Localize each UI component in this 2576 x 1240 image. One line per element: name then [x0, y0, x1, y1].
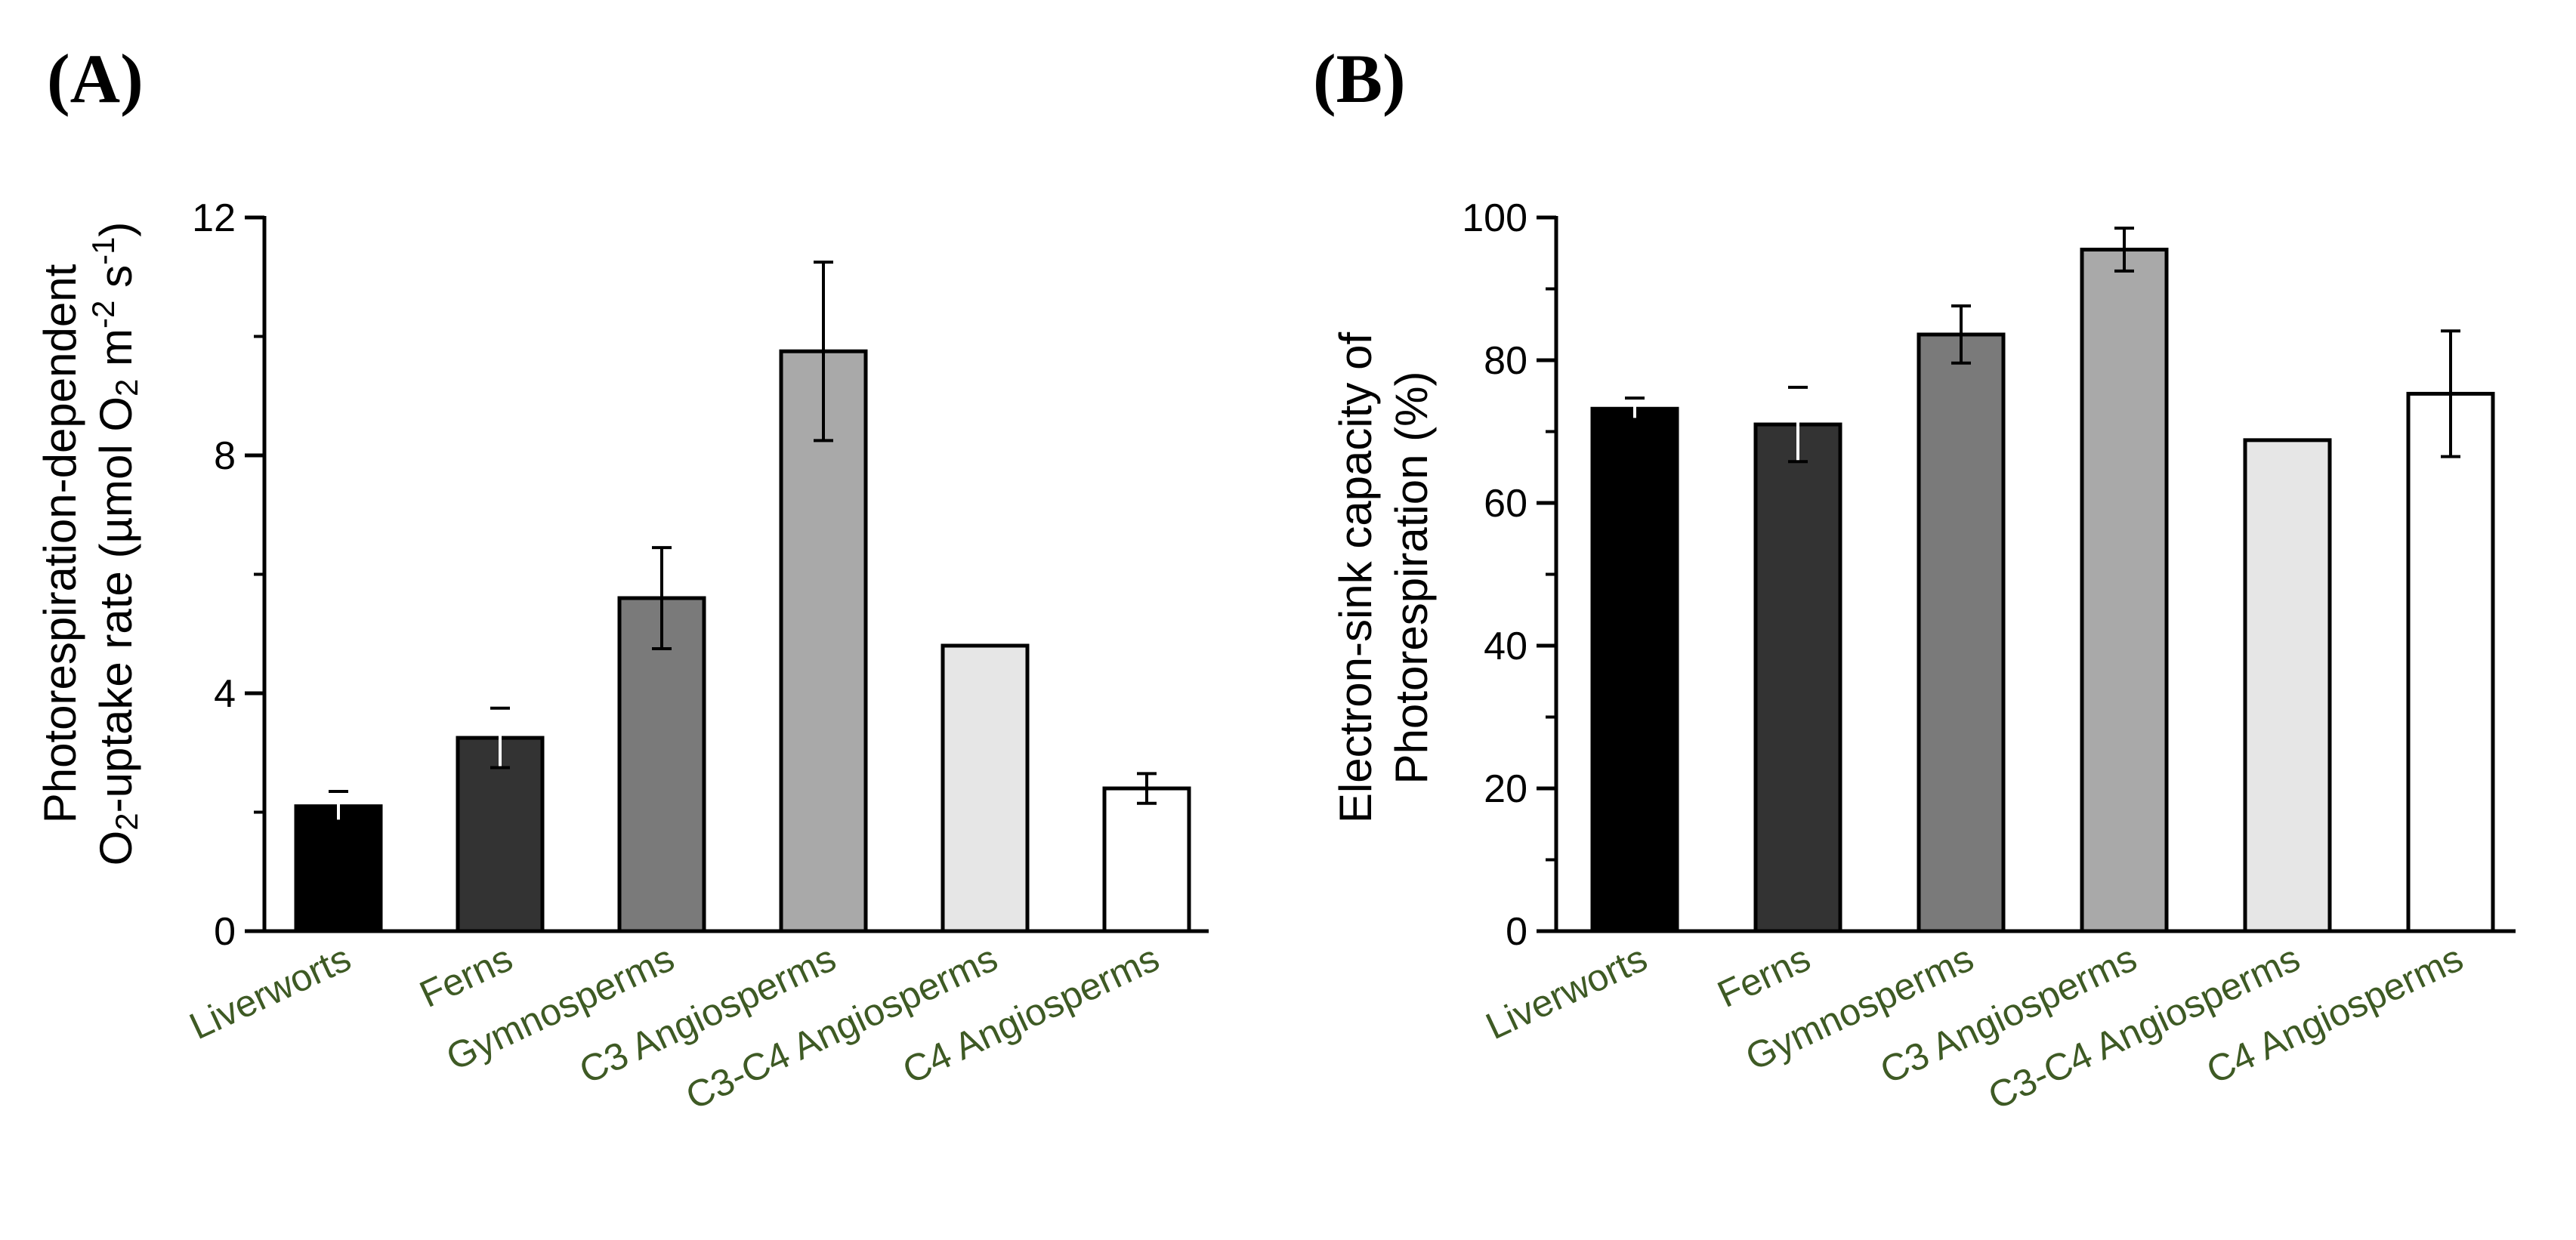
panel-a-ytick-label: 0 — [214, 910, 236, 954]
panel-b-bar — [2080, 248, 2169, 933]
panel-a-category-label: Liverworts — [183, 936, 357, 1047]
panel-b-ylabel: Electron-sink capacity of Photorespirati… — [1330, 332, 1437, 824]
panel-a-bar — [294, 804, 383, 933]
panel-a-bar — [941, 643, 1030, 933]
panel-a-category-label: Ferns — [413, 936, 519, 1016]
panel-a-ylabel-line1: Photorespiration-dependent — [35, 264, 85, 823]
panel-b-ytick-label: 20 — [1484, 767, 1527, 811]
panel-a-bar — [456, 736, 545, 933]
panel-a-ytick-label: 12 — [192, 196, 236, 240]
panel-b-bar — [1753, 422, 1842, 933]
panel-a-ylabel-line2: O2-uptake rate (µmol O2 m-2 s-1) — [85, 222, 145, 866]
panel-b-category-label: Ferns — [1711, 936, 1817, 1016]
panel-b-ytick-label: 60 — [1484, 482, 1527, 526]
panel-b-chart: (B) Electron-sink capacity of Photorespi… — [1313, 40, 2516, 1118]
panel-b-bar — [2406, 391, 2495, 933]
panel-b-bar — [2243, 438, 2332, 933]
panel-b-ytick-label: 40 — [1484, 625, 1527, 668]
panel-a-label: (A) — [47, 40, 144, 117]
panel-a-ytick-label: 8 — [214, 434, 236, 478]
panel-b-ylabel-line1: Electron-sink capacity of — [1330, 332, 1381, 824]
panel-b-bar — [1917, 332, 2006, 933]
panel-a-bar — [1102, 786, 1191, 933]
panel-a-chart: (A) Photorespiration-dependent O2-uptake… — [35, 40, 1209, 1118]
panel-a-ylabel: Photorespiration-dependent O2-uptake rat… — [35, 222, 144, 866]
panel-b-ytick-label: 0 — [1506, 910, 1527, 954]
panel-b-bar — [1590, 406, 1679, 933]
panel-b-label: (B) — [1313, 40, 1406, 117]
panel-b-ytick-label: 80 — [1484, 339, 1527, 383]
panel-a-ytick-label: 4 — [214, 672, 236, 716]
panel-b-ytick-label: 100 — [1462, 196, 1527, 240]
panel-b-ylabel-line2: Photorespiration (%) — [1386, 372, 1437, 785]
